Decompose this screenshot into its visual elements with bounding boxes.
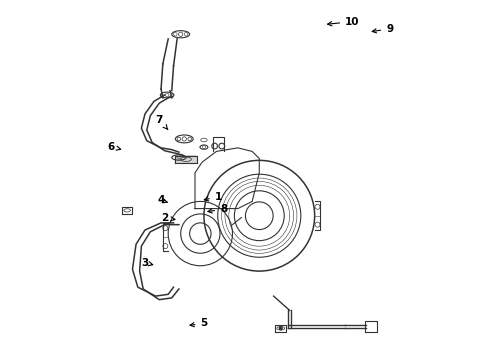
Text: 4: 4 [157, 195, 168, 205]
Text: 9: 9 [372, 24, 393, 34]
Text: 2: 2 [161, 213, 175, 223]
Text: 10: 10 [328, 17, 360, 27]
Text: 8: 8 [208, 204, 227, 214]
Text: 1: 1 [204, 192, 222, 202]
Text: 5: 5 [190, 319, 208, 328]
Text: 3: 3 [142, 258, 153, 268]
Text: 7: 7 [156, 115, 168, 130]
Text: 6: 6 [107, 141, 121, 152]
Circle shape [279, 327, 282, 330]
